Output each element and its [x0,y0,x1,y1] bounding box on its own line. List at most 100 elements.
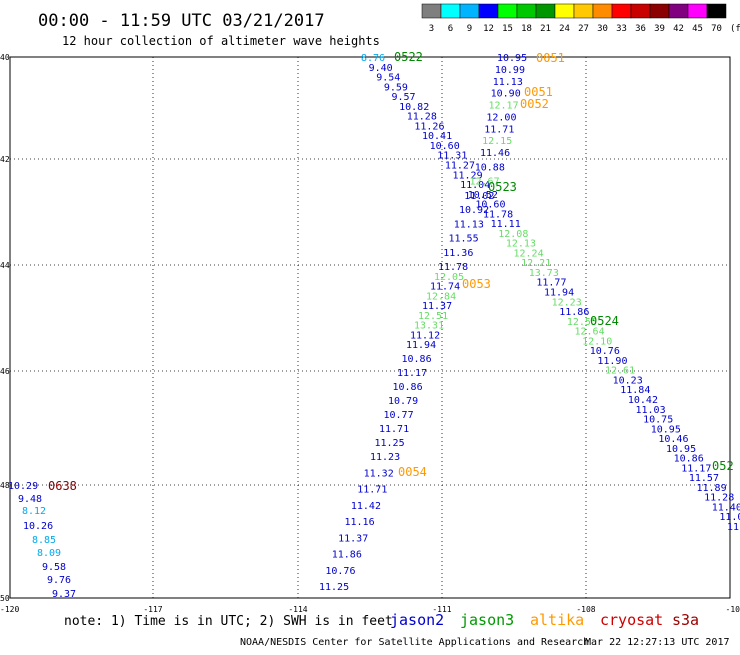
longitude-label: -117 [143,605,162,614]
scale-swatch [554,3,575,19]
observation-value: 8.09 [37,548,61,559]
observation-value: 12.23 [552,297,582,308]
observation-value: 12.61 [605,366,635,377]
observation-value: 11.71 [357,485,387,496]
observation-value: 10.86 [402,354,432,365]
latitude-label: 48 [0,481,10,490]
track-label: 0051 [524,85,553,99]
scale-swatch [478,3,499,19]
longitude-label: -111 [432,605,451,614]
observation-value: 12.00 [486,112,516,123]
satellite-legend-altika: altika [530,611,584,629]
observation-value: 9.58 [42,562,66,573]
observation-value: 12.13 [506,239,536,250]
scale-swatch [421,3,442,19]
observation-value: 11.29 [453,170,483,181]
observation-value: 9.40 [369,63,393,74]
scale-tick-label: 9 [467,24,472,34]
scale-swatch [630,3,651,19]
track-label: 0052 [520,97,549,111]
observation-value: 10.79 [388,396,418,407]
observation-value: 11.71 [379,424,409,435]
observation-value: 10.29 [8,481,38,492]
satellite-legend-s3a: s3a [672,611,699,629]
observation-value: 11.78 [438,262,468,273]
observation-value: 11.77 [536,278,566,289]
scale-swatch [687,3,708,19]
observation-value: 9.54 [376,73,400,84]
observation-value: 11.28 [407,112,437,123]
scale-tick-label: 24 [559,24,570,34]
observation-value: 11.55 [449,234,479,245]
longitude-label: -120 [0,605,19,614]
scale-swatch [516,3,537,19]
observation-value: 8.12 [22,506,46,517]
track-label: 0522 [394,50,423,64]
scale-swatch [573,3,594,19]
scale-tick-label: 45 [692,24,703,34]
scale-swatch [440,3,461,19]
satellite-legend: jason2 jason3 altika cryosat s3a [390,611,699,629]
observation-value: 12.15 [482,136,512,147]
satellite-legend-jason2: jason2 [390,611,444,629]
observation-value: 12.21 [521,258,551,269]
observation-value: 11.26 [414,121,444,132]
longitude-label: -108 [576,605,595,614]
scale-tick-label: 27 [578,24,589,34]
observation-value: 10.77 [384,410,414,421]
observation-value: 11.27 [445,160,475,171]
observation-value: 11.74 [430,282,460,293]
observation-value: 11.37 [338,533,368,544]
observation-value: 10.86 [674,454,704,465]
observation-value: 10.88 [475,162,505,173]
track-label: 0524 [590,314,619,328]
observation-value: 13.31 [414,321,444,332]
observation-value: 11.71 [484,124,514,135]
observation-value: 10.99 [495,65,525,76]
observation-value: 11.90 [597,356,627,367]
scale-tick-label: 33 [616,24,627,34]
observation-value: 11.04 [460,180,490,191]
latitude-label: 50 [0,594,10,603]
scale-tick-label: 15 [502,24,513,34]
observation-value: 8.85 [32,535,56,546]
observation-value: 11.23 [370,452,400,463]
observation-value: 11.57 [689,473,719,484]
observation-value: 10.46 [658,434,688,445]
latitude-label: 42 [0,155,10,164]
observation-value: 12.17 [489,101,519,112]
scale-swatch [706,3,727,19]
scale-swatch [668,3,689,19]
observation-value: 11.86 [332,550,362,561]
observation-value: 9.37 [52,589,76,600]
observation-value: 11.25 [319,582,349,593]
observation-value: 12.51 [418,311,448,322]
observation-value: 11.46 [480,148,510,159]
observation-value: 11.02 [464,191,494,202]
track-label: 052 [712,459,734,473]
observation-value: 11.94 [544,288,574,299]
observation-value: 13.73 [529,268,559,279]
scale-tick-label: 3 [429,24,434,34]
observation-value: 11.84 [620,385,650,396]
observation-value: 11.03 [636,405,666,416]
observation-value: 10.95 [666,444,696,455]
scale-swatch [535,3,556,19]
footer-timestamp: Mar 22 12:27:13 UTC 2017 [585,637,730,648]
observation-value: 10.41 [422,131,452,142]
observation-value: 11.28 [704,493,734,504]
observation-value: 9.76 [47,575,71,586]
scale-tick-label: 21 [540,24,551,34]
observation-value: 10.82 [399,102,429,113]
satellite-legend-cryosat: cryosat [600,611,663,629]
observation-value: 10.76 [590,346,620,357]
scale-unit-label: (ft) [730,24,740,34]
observation-value: 9.57 [392,92,416,103]
observation-value: 12.84 [426,291,456,302]
observation-value: 10.60 [475,200,505,211]
observation-value: 11.32 [364,468,394,479]
observation-value: 9.48 [18,494,42,505]
